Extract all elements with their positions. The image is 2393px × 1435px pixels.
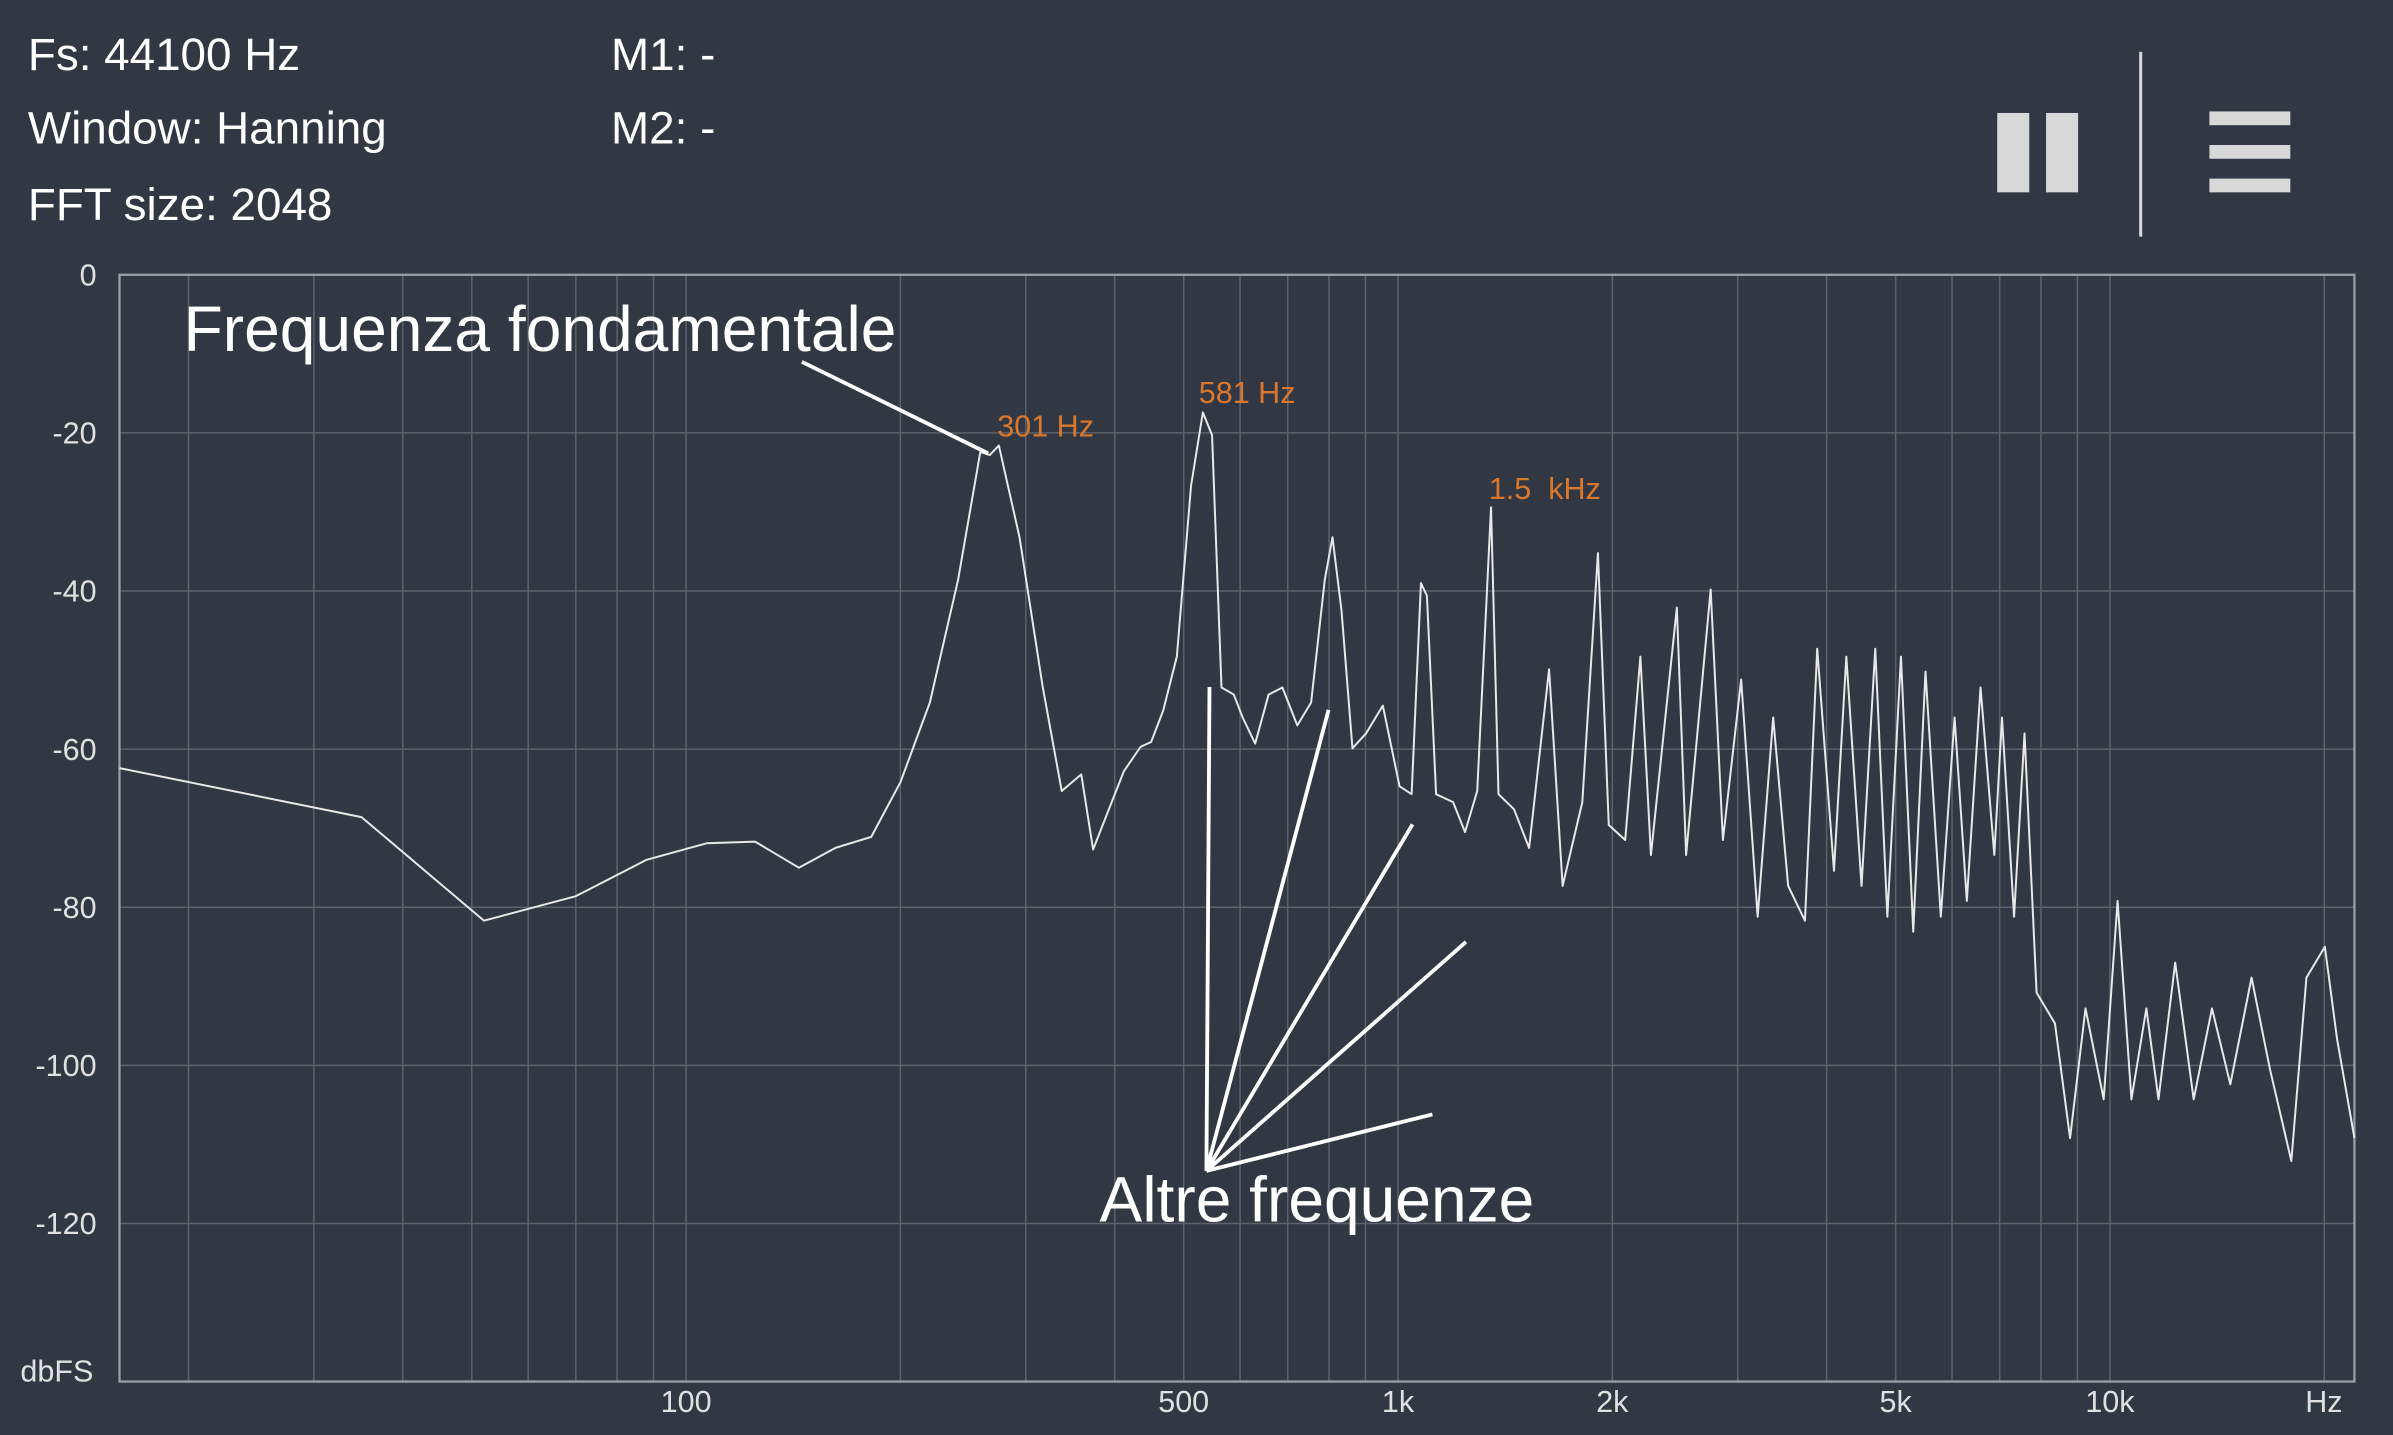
annotation: Altre frequenze	[1100, 1163, 1535, 1235]
window-info: Window: Hanning	[28, 103, 387, 154]
peak-label: 301 Hz	[997, 410, 1094, 444]
y-tick-label: 0	[80, 258, 97, 292]
y-tick-label: -20	[52, 417, 96, 451]
menu-bar	[2209, 145, 2291, 159]
pause-button[interactable]	[1997, 112, 2079, 193]
annotation-arrows	[1204, 686, 1468, 1173]
peak-label: 1.5 kHz	[1489, 472, 1601, 506]
fft-size-info: FFT size: 2048	[28, 179, 333, 230]
y-axis-label: dbFS	[20, 1355, 93, 1389]
annotation-arrow	[1204, 686, 1212, 1171]
annotation-arrow	[1205, 940, 1468, 1173]
annotation-arrow	[801, 360, 989, 456]
pause-bar	[1997, 112, 2030, 193]
menu-bar	[2209, 111, 2291, 126]
menu-button[interactable]	[2209, 111, 2291, 193]
annotation-arrow	[1205, 1112, 1433, 1173]
annotation: Frequenza fondamentale	[184, 293, 897, 365]
y-tick-label: -60	[52, 733, 96, 767]
y-tick-label: -100	[36, 1049, 97, 1083]
y-tick-label: -40	[52, 575, 96, 609]
peak-label: 581 Hz	[1199, 376, 1296, 410]
x-tick-label: 1k	[1382, 1385, 1415, 1419]
plot	[119, 411, 2356, 1162]
x-tick-label: 100	[661, 1385, 712, 1419]
fs-info: Fs: 44100 Hz	[28, 29, 300, 80]
marker-2: M2: -	[611, 103, 715, 154]
x-tick-label: 5k	[1880, 1385, 1913, 1419]
pause-bar	[2046, 112, 2079, 193]
x-tick-label: 500	[1158, 1385, 1209, 1419]
menu-bar	[2209, 178, 2291, 193]
plot-frame	[118, 273, 2356, 1383]
annotation-arrow	[1204, 709, 1331, 1172]
spectrum-line	[119, 411, 2356, 1162]
x-axis-label: Hz	[2305, 1385, 2342, 1419]
marker-1: M1: -	[611, 29, 715, 80]
annotation-arrow	[1204, 823, 1415, 1172]
y-tick-label: -80	[52, 891, 96, 925]
x-tick-label: 2k	[1596, 1385, 1629, 1419]
x-tick-label: 10k	[2085, 1385, 2135, 1419]
y-tick-label: -120	[36, 1207, 97, 1241]
